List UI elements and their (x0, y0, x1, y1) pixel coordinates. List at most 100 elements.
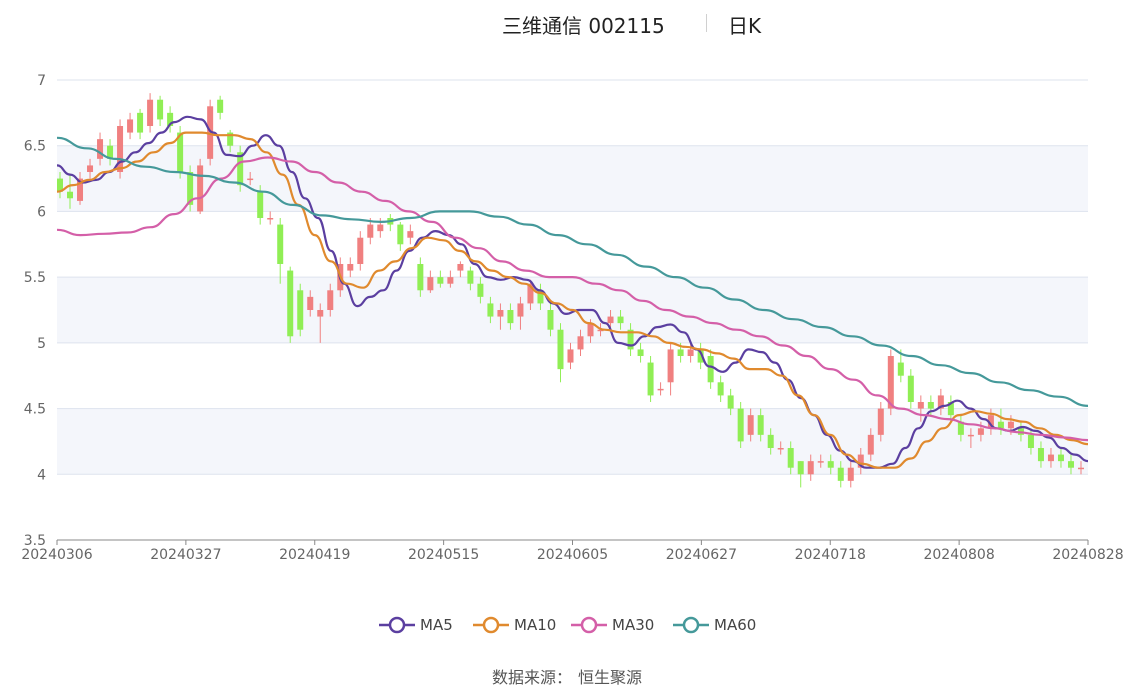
candle-body (1027, 434, 1034, 448)
period-label: 日K (728, 14, 762, 38)
candle-body (1037, 448, 1044, 462)
candle-body (997, 421, 1004, 429)
candle-body (327, 290, 334, 310)
candle-body (447, 277, 454, 284)
candle-body (897, 362, 904, 376)
candle-body (397, 224, 404, 245)
candle-body (477, 283, 484, 297)
y-tick-label: 4.5 (24, 402, 46, 418)
candle-body (937, 395, 944, 409)
y-tick-label: 7 (37, 73, 46, 89)
grid-band (57, 408, 1088, 475)
stock-name-title: 三维通信 002115 (502, 14, 665, 38)
candle-body (117, 126, 124, 172)
candle-body (677, 349, 684, 356)
candle-body (957, 421, 964, 435)
x-tick-label: 20240605 (537, 547, 608, 563)
x-tick-label: 20240718 (795, 547, 866, 563)
candle-body (157, 99, 164, 120)
candle-body (457, 264, 464, 271)
candle-body (407, 231, 414, 238)
x-tick-label: 20240515 (408, 547, 479, 563)
y-tick-label: 6.5 (24, 139, 46, 155)
candle-body (427, 277, 434, 291)
candle-body (497, 310, 504, 317)
candle-body (227, 132, 234, 146)
title-divider (706, 14, 707, 32)
candle-body (97, 139, 104, 159)
series-line-ma10 (56, 131, 1089, 469)
candle-body (797, 461, 804, 475)
candle-body (787, 448, 794, 468)
candle-body (437, 277, 444, 284)
candle-body (917, 402, 924, 409)
candle-body (247, 178, 254, 181)
candle-body (487, 303, 494, 317)
candle-body (527, 283, 534, 304)
candle-body (56, 178, 64, 192)
y-tick-label: 5 (37, 336, 46, 352)
candle-body (867, 434, 874, 455)
legend-label: MA10 (514, 616, 557, 634)
candle-body (697, 349, 704, 363)
chart-title: 三维通信 002115 日K (0, 8, 1134, 38)
x-tick-label: 20240419 (279, 547, 350, 563)
candle-body (267, 218, 274, 220)
candle-body (567, 349, 574, 363)
legend-item-ma60[interactable]: MA60 (672, 614, 756, 636)
candle-body (607, 316, 614, 324)
candle-body (887, 356, 894, 409)
candle-body (907, 375, 914, 402)
candle-body (737, 408, 744, 442)
x-tick-label: 20240327 (150, 547, 221, 563)
candle-body (877, 408, 884, 435)
candle-body (927, 402, 934, 409)
candle-body (757, 415, 764, 435)
candle-body (727, 395, 734, 409)
candle-body (597, 329, 604, 332)
x-tick-label: 20240306 (21, 547, 92, 563)
candle-body (587, 323, 594, 337)
candle-body (197, 165, 204, 212)
legend-item-ma30[interactable]: MA30 (570, 614, 654, 636)
candle-body (1067, 461, 1074, 468)
legend-item-ma5[interactable]: MA5 (378, 614, 453, 636)
legend-item-ma10[interactable]: MA10 (472, 614, 556, 636)
series-line-ma30 (56, 156, 1089, 442)
candle-body (627, 329, 634, 350)
candle-body (987, 415, 994, 429)
candle-body (707, 356, 714, 383)
source-label: 数据来源： (491, 668, 572, 687)
candle-body (967, 434, 974, 437)
candle-body (107, 145, 114, 159)
candle-body (287, 270, 294, 337)
legend-swatch-icon (571, 616, 607, 634)
candle-body (207, 106, 214, 159)
candle-body (577, 336, 584, 350)
series-line-ma5 (56, 115, 1089, 469)
candle-body (1057, 454, 1064, 462)
candle-body (537, 290, 544, 304)
legend-swatch-icon (673, 616, 709, 634)
candle-body (217, 99, 224, 113)
candle-body (557, 329, 564, 370)
candle-body (807, 461, 814, 475)
candle-body (847, 467, 854, 481)
candle-body (167, 112, 174, 126)
candle-body (947, 402, 954, 416)
y-tick-label: 5.5 (24, 270, 46, 286)
x-tick-label: 20240828 (1052, 547, 1123, 563)
kline-chart: 3.5 4 4.5 5 5.5 6 6.5 7 20240306 20240327 20240419… (21, 73, 1123, 563)
candle-body (467, 270, 474, 284)
candle-body (147, 99, 154, 126)
candle-body (1047, 454, 1054, 462)
legend-swatch-icon (473, 616, 509, 634)
y-tick-label: 3.5 (24, 533, 46, 549)
candle-body (127, 119, 134, 133)
candle-body (377, 224, 384, 232)
candle-body (87, 165, 94, 172)
legend-swatch-icon (379, 616, 415, 634)
candle-body (617, 316, 624, 324)
candle-body (547, 310, 554, 330)
candle-body (357, 237, 364, 264)
